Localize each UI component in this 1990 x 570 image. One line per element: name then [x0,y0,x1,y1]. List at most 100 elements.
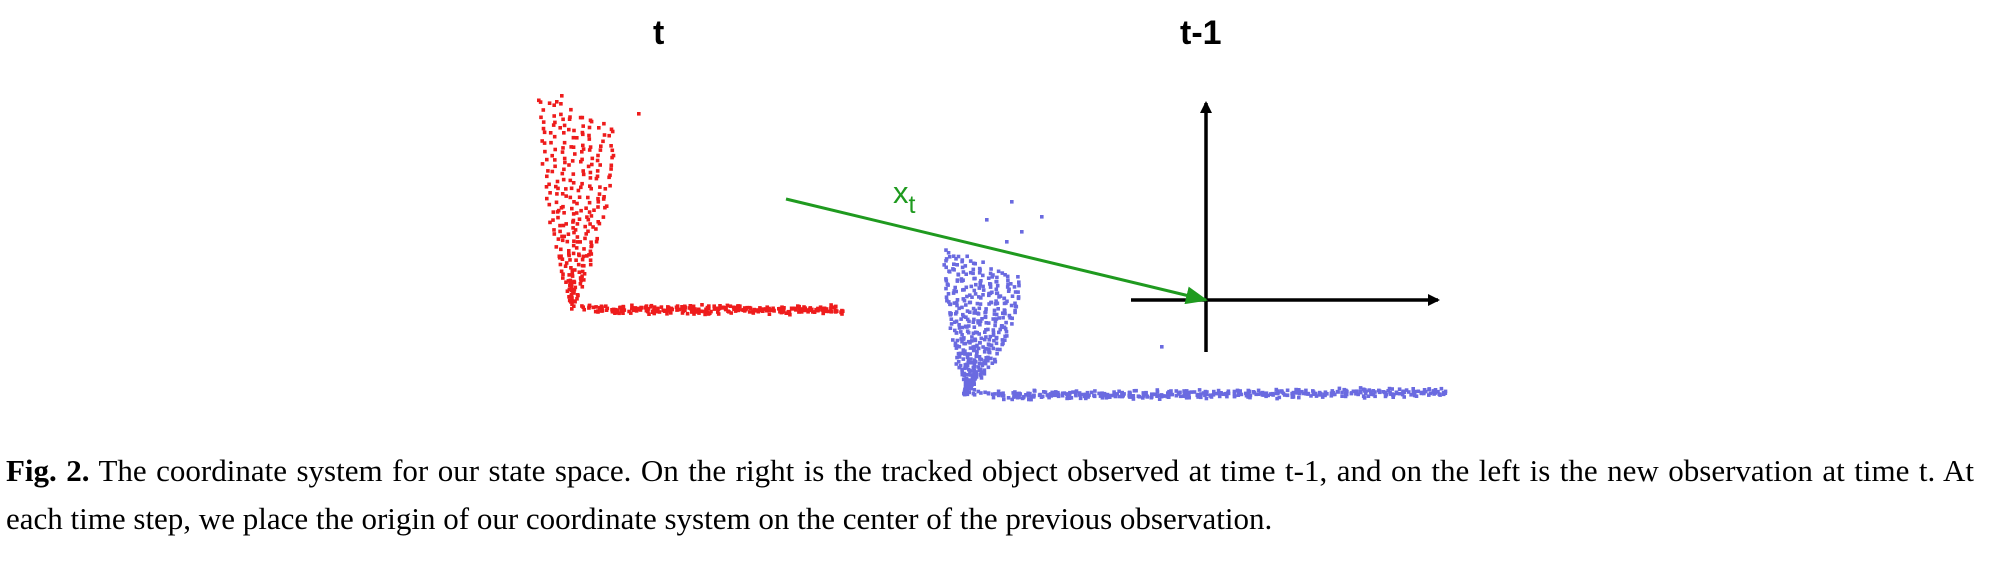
point [954,331,959,335]
point [1137,395,1142,399]
point [972,388,977,392]
point [986,327,990,332]
point [949,312,953,316]
point [998,347,1002,352]
point [1110,393,1114,398]
point [581,169,585,173]
point [1049,394,1054,398]
point [540,139,544,143]
point [1102,391,1107,396]
point [594,176,599,181]
point [593,309,598,314]
point [1169,389,1173,393]
point [1311,389,1315,393]
point [1303,391,1308,396]
point [988,282,993,287]
point [1388,392,1393,396]
point [994,291,999,296]
point [1294,387,1298,392]
point [640,306,644,310]
point [955,303,959,308]
point [1219,391,1223,396]
point [993,319,998,324]
point [588,249,593,254]
point [604,204,609,208]
point [978,322,982,327]
point [969,284,974,289]
point [1047,393,1052,397]
point [559,102,563,106]
point [1354,389,1359,393]
point [708,311,712,315]
point [970,383,974,387]
point [994,317,999,321]
point [945,298,949,303]
point [559,206,564,210]
point [1297,391,1302,396]
point [1012,395,1016,399]
point [1029,394,1034,399]
point [960,325,965,330]
point [1391,393,1395,397]
point [982,372,987,376]
point [971,373,976,377]
point [981,260,985,264]
point [1387,386,1392,391]
point [965,352,970,356]
point [555,192,559,196]
point [1237,391,1241,395]
point [1141,396,1145,400]
point [812,310,817,314]
point [1078,393,1082,397]
point [669,306,674,311]
point [577,270,582,274]
point [637,112,641,116]
point [630,303,634,308]
point [1362,396,1367,400]
point [1186,390,1191,395]
point [589,119,594,124]
point [1086,395,1090,399]
point [580,285,585,289]
point [1112,390,1116,394]
point [987,293,991,298]
point [559,112,563,117]
point [1419,391,1424,395]
point [1331,392,1336,397]
point [581,254,586,259]
point [546,169,550,173]
point [596,153,600,158]
point [1004,329,1009,334]
point [744,306,748,311]
point [737,307,741,312]
point [998,327,1002,332]
point [986,358,990,363]
point [984,356,988,360]
point [603,187,608,191]
point [597,192,602,196]
caption-label: Fig. 2. [6,453,90,488]
point [1115,392,1119,396]
point [961,314,966,319]
point [553,164,557,169]
point [570,268,575,272]
point [942,263,946,267]
point [1013,310,1017,315]
point [1155,394,1159,398]
point [572,291,576,295]
point [1217,391,1221,396]
point [704,307,708,312]
point [999,325,1004,330]
point [1212,389,1216,394]
point [984,307,988,311]
point [551,123,556,127]
point [971,267,976,272]
point [622,308,627,312]
point [949,317,954,321]
point [666,305,671,310]
point [968,293,972,297]
point [1016,290,1020,294]
figure-canvas [537,94,1448,402]
point [951,291,956,295]
point [968,378,972,382]
